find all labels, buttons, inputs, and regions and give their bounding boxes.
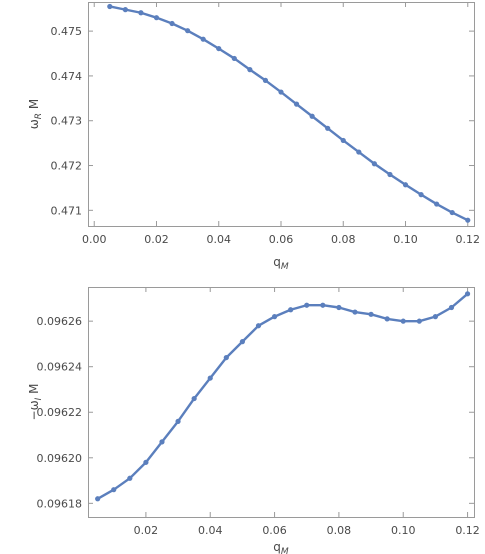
- data-point: [384, 316, 390, 322]
- x-axis-label-subscript: M: [281, 547, 289, 554]
- data-point: [432, 314, 438, 320]
- x-tick-label: 0.12: [456, 233, 481, 246]
- y-tick-label: 0.09622: [37, 406, 83, 419]
- data-point: [262, 77, 269, 83]
- x-tick-label: 0.00: [82, 233, 107, 246]
- data-point: [320, 302, 326, 308]
- data-point: [293, 101, 300, 107]
- y-axis-label-base: ω: [27, 119, 41, 129]
- y-tick-label: 0.09624: [37, 361, 83, 374]
- x-tick-label: 0.10: [391, 524, 416, 537]
- y-axis-label: −ωI M: [27, 384, 44, 421]
- data-point: [143, 459, 149, 465]
- data-point: [449, 209, 455, 216]
- x-axis-label-base: q: [273, 540, 281, 554]
- data-point: [465, 217, 471, 223]
- x-axis-label: qM: [273, 255, 289, 272]
- data-point: [448, 304, 455, 311]
- x-tick-label: 0.10: [393, 233, 418, 246]
- chart-omega-i: 0.02 0.04 0.06 0.08 0.10 0.12 0.09618 0.09620 0.…: [27, 287, 480, 554]
- y-axis-label: ωR M: [27, 99, 44, 130]
- data-point: [239, 339, 245, 345]
- x-axis-label-base: q: [273, 255, 281, 269]
- data-point: [371, 161, 377, 167]
- series-line: [108, 5, 469, 222]
- y-tick-label: 0.09626: [37, 315, 83, 328]
- data-point: [400, 318, 406, 324]
- series-line: [96, 292, 469, 500]
- y-axis-label-subscript: R: [34, 113, 44, 119]
- data-point: [356, 149, 362, 155]
- x-tick-label: 0.12: [455, 524, 480, 537]
- data-point: [352, 309, 358, 315]
- y-tick-label: 0.474: [51, 70, 83, 83]
- x-axis-label: qM: [273, 540, 289, 554]
- data-point: [336, 304, 342, 311]
- x-tick-label: 0.06: [269, 233, 294, 246]
- data-point: [288, 307, 294, 313]
- data-point: [153, 15, 160, 21]
- data-point: [304, 302, 310, 308]
- data-point: [127, 475, 133, 481]
- x-tick-label: 0.02: [134, 524, 159, 537]
- data-point: [191, 395, 197, 402]
- y-axis-label-subscript: I: [34, 397, 44, 400]
- data-point: [434, 201, 440, 207]
- x-axis-label-subscript: M: [281, 262, 289, 272]
- data-point: [138, 10, 144, 16]
- data-point: [169, 20, 175, 27]
- data-point: [247, 67, 253, 73]
- chart-omega-r: 0.00 0.02 0.04 0.06 0.08 0.10 0.12 0.471 0.472 0.…: [27, 2, 480, 272]
- y-tick-label: 0.471: [51, 204, 83, 217]
- data-point: [325, 125, 331, 131]
- x-tick-label: 0.02: [144, 233, 169, 246]
- data-point: [122, 7, 128, 13]
- data-point: [223, 354, 229, 361]
- data-point: [387, 171, 393, 178]
- data-point: [207, 375, 213, 381]
- data-point: [255, 323, 262, 329]
- y-tick-label: 0.472: [51, 160, 83, 173]
- y-tick-label: 0.09618: [37, 497, 83, 510]
- y-tick-label: 0.475: [51, 25, 83, 38]
- data-point: [418, 192, 424, 198]
- data-point: [368, 311, 374, 317]
- x-tick-label: 0.04: [198, 524, 223, 537]
- plot-frame: [88, 287, 475, 518]
- x-tick-label: 0.06: [262, 524, 287, 537]
- y-axis-label-unit: M: [27, 99, 41, 113]
- y-axis-label-base: −ω: [27, 400, 41, 420]
- data-point: [402, 182, 409, 188]
- data-point: [340, 137, 346, 144]
- y-tick-label: 0.09620: [37, 452, 83, 465]
- data-point: [107, 3, 113, 10]
- y-tick-label: 0.473: [51, 115, 83, 128]
- data-point: [175, 418, 181, 424]
- data-point: [200, 36, 206, 42]
- data-point: [231, 55, 237, 62]
- y-axis-label-unit: M: [27, 384, 41, 398]
- data-point: [271, 314, 278, 320]
- x-tick-label: 0.04: [206, 233, 231, 246]
- data-point: [216, 45, 222, 52]
- x-tick-label: 0.08: [331, 233, 356, 246]
- x-tick-label: 0.08: [327, 524, 352, 537]
- data-point: [309, 113, 315, 119]
- data-point: [95, 496, 101, 502]
- data-point: [278, 89, 284, 95]
- data-point: [464, 291, 471, 297]
- data-point: [185, 28, 191, 34]
- data-point: [416, 318, 422, 324]
- data-point: [159, 439, 165, 445]
- data-point: [111, 487, 117, 493]
